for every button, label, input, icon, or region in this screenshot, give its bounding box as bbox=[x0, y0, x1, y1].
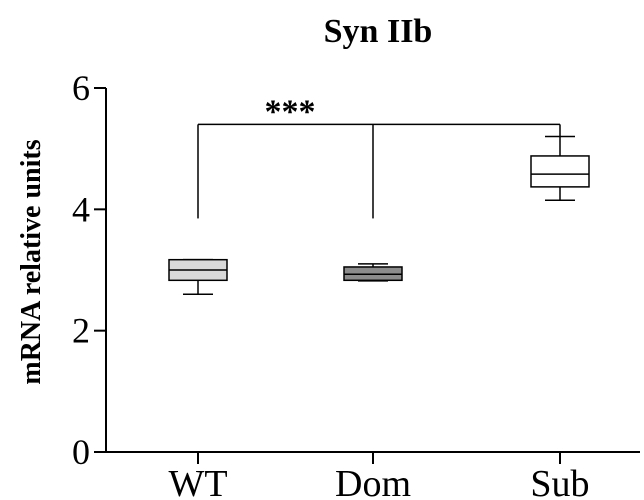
box-dom bbox=[343, 263, 403, 282]
box-sub bbox=[530, 135, 590, 201]
significance-bracket: *** bbox=[197, 93, 561, 219]
significance-label: *** bbox=[265, 93, 316, 130]
y-tick-label: 2 bbox=[72, 311, 90, 351]
box-wt bbox=[168, 258, 228, 296]
y-tick-label: 4 bbox=[72, 189, 90, 229]
y-tick-label: 6 bbox=[72, 68, 90, 108]
x-tick-label: Sub bbox=[530, 463, 589, 500]
x-tick-label: Dom bbox=[335, 463, 411, 500]
plot-area: 0 2 4 6 WT Dom Sub *** bbox=[72, 68, 640, 500]
y-tick-label: 0 bbox=[72, 432, 90, 472]
x-tick-label: WT bbox=[168, 463, 227, 500]
iqr-box bbox=[530, 155, 590, 188]
y-axis-label: mRNA relative units bbox=[16, 139, 47, 384]
chart-title: Syn IIb bbox=[324, 13, 433, 50]
